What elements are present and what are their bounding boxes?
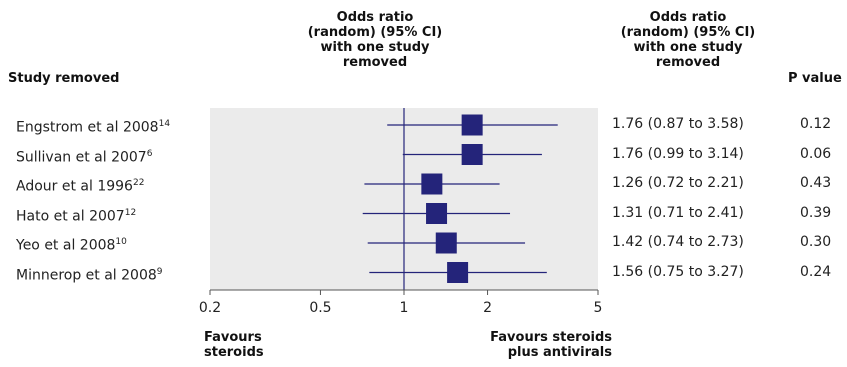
study-reference: 9 [156,266,163,277]
study-name: Minnerop et al 20089 [16,264,163,284]
x-tick-label: 5 [594,300,603,316]
plot-marks: 0.2 0.5 1 2 5 [199,108,603,316]
study-name-text: Engstrom et al 2008 [16,119,159,136]
study-reference: 14 [158,119,171,129]
study-name: Hato et al 200712 [16,205,136,225]
forest-plot-header-line: with one study [320,40,430,55]
point-estimate-marker [426,203,448,224]
study-removed-header: Study removed [8,71,120,86]
odds-ratio-ci-value: 1.31 (0.71 to 2.41) [612,204,744,221]
study-name: Yeo et al 200810 [16,234,127,254]
study-name-text: Hato et al 2007 [16,208,125,225]
study-reference: 6 [146,148,153,159]
study-reference: 10 [115,237,127,247]
p-value: 0.43 [800,175,832,191]
study-name-text: Sullivan et al 2007 [16,149,147,166]
odds-ratio-ci-value: 1.76 (0.99 to 3.14) [612,145,744,162]
odds-ratio-ci-value: 1.56 (0.75 to 3.27) [612,263,744,280]
study-name-text: Yeo et al 2008 [16,237,116,254]
study-reference: 22 [132,178,145,188]
study-name: Adour et al 199622 [16,175,144,195]
or-ci-header-line: removed [655,55,721,70]
favours-left-label: Favours steroids [204,330,264,360]
forest-plot-header-line: removed [342,55,408,70]
point-estimate-marker [435,232,457,254]
odds-ratio-ci-value: 1.26 (0.72 to 2.21) [612,175,744,191]
or-ci-header-line: (random) (95% CI) [620,25,756,40]
study-reference: 12 [124,207,137,218]
forest-plot-header-line: Odds ratio [336,10,414,25]
study-name-text: Minnerop et al 2008 [16,267,157,284]
odds-ratio-ci-value: 1.42 (0.74 to 2.73) [612,234,744,250]
x-tick-label: 1 [400,300,409,316]
x-tick-label: 0.5 [309,300,331,316]
or-ci-header-line: Odds ratio [649,10,727,25]
p-value: 0.39 [800,204,832,221]
point-estimate-marker [461,114,483,136]
point-estimate-marker [447,262,469,283]
study-name: Sullivan et al 20076 [16,146,152,166]
forest-plot-header-line: (random) (95% CI) [307,25,443,40]
odds-ratio-ci-value: 1.76 (0.87 to 3.58) [612,116,744,132]
favours-left-line: steroids [204,345,264,360]
x-tick-label: 2 [483,300,492,316]
p-value: 0.06 [800,145,832,162]
p-value-header: P value [788,71,842,86]
p-value: 0.30 [800,234,832,250]
p-value: 0.12 [800,116,832,132]
or-ci-header-line: with one study [633,40,743,55]
favours-left-line: Favours [204,330,262,345]
point-estimate-marker [421,173,443,195]
study-name-text: Adour et al 1996 [16,178,133,195]
p-value: 0.24 [800,263,832,280]
or-ci-column-header: Odds ratio (random) (95% CI) with one st… [608,10,768,70]
favours-right-line: Favours steroids [490,330,612,345]
point-estimate-marker [461,144,483,165]
favours-right-line: plus antivirals [507,345,612,360]
x-tick-label: 0.2 [199,300,221,316]
favours-right-label: Favours steroids plus antivirals [440,330,612,360]
forest-plot-header: Odds ratio (random) (95% CI) with one st… [250,10,500,70]
study-name: Engstrom et al 200814 [16,116,170,136]
